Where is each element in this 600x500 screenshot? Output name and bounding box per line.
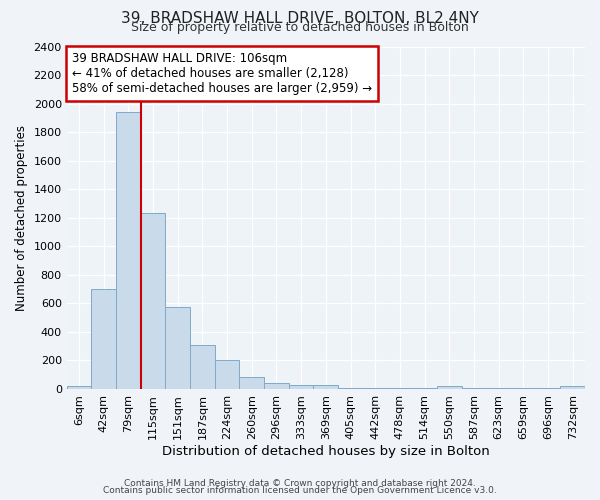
Text: Contains public sector information licensed under the Open Government Licence v3: Contains public sector information licen… — [103, 486, 497, 495]
Bar — [437, 386, 461, 389]
Bar — [338, 388, 363, 389]
Bar — [166, 307, 190, 389]
Bar — [461, 388, 486, 389]
Bar — [412, 388, 437, 389]
Y-axis label: Number of detached properties: Number of detached properties — [15, 124, 28, 310]
Text: Size of property relative to detached houses in Bolton: Size of property relative to detached ho… — [131, 21, 469, 34]
Bar — [388, 388, 412, 389]
Bar — [264, 382, 289, 389]
Bar — [67, 386, 91, 389]
Text: Contains HM Land Registry data © Crown copyright and database right 2024.: Contains HM Land Registry data © Crown c… — [124, 478, 476, 488]
Bar — [313, 384, 338, 389]
Bar — [560, 386, 585, 389]
Bar — [116, 112, 141, 389]
Bar — [289, 384, 313, 389]
Bar — [215, 360, 239, 389]
Bar — [91, 289, 116, 389]
Bar — [239, 377, 264, 389]
Bar — [190, 346, 215, 389]
Bar — [511, 388, 536, 389]
Bar — [141, 214, 166, 389]
Text: 39, BRADSHAW HALL DRIVE, BOLTON, BL2 4NY: 39, BRADSHAW HALL DRIVE, BOLTON, BL2 4NY — [121, 11, 479, 26]
X-axis label: Distribution of detached houses by size in Bolton: Distribution of detached houses by size … — [162, 444, 490, 458]
Bar — [536, 388, 560, 389]
Bar — [486, 388, 511, 389]
Text: 39 BRADSHAW HALL DRIVE: 106sqm
← 41% of detached houses are smaller (2,128)
58% : 39 BRADSHAW HALL DRIVE: 106sqm ← 41% of … — [72, 52, 372, 94]
Bar — [363, 388, 388, 389]
